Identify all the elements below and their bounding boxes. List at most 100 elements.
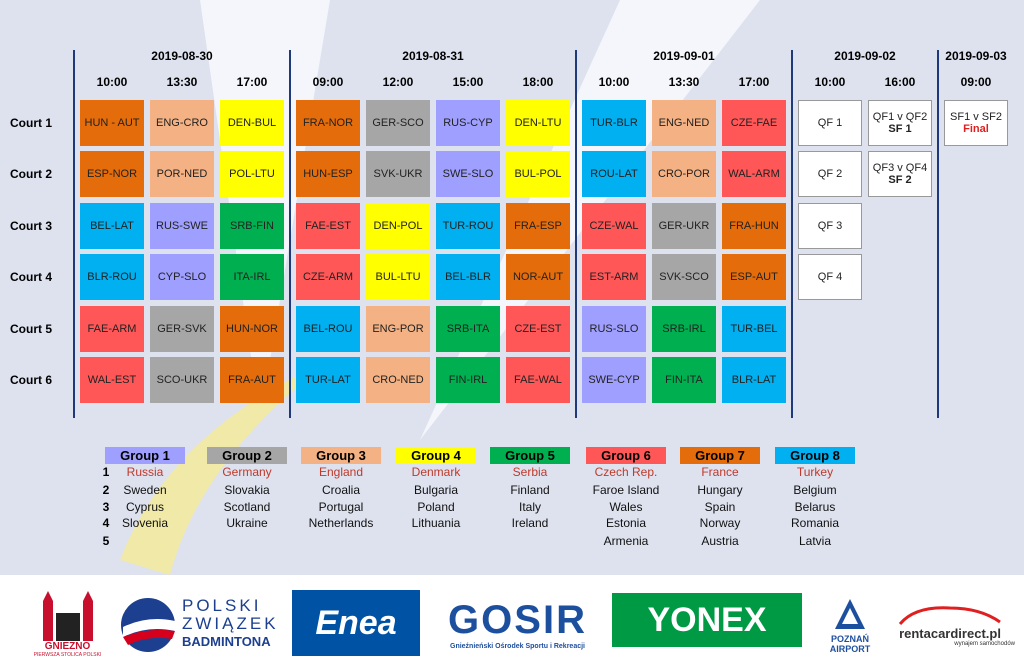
match-text: CZE-ARM: [302, 271, 354, 284]
knockout-cell: QF 1: [798, 100, 862, 146]
match-cell: POL-LTU: [220, 151, 284, 198]
match-cell: TUR-LAT: [296, 357, 360, 403]
team: Norway: [699, 516, 741, 530]
match-sub: Final: [963, 123, 989, 135]
match-cell: CZE-WAL: [582, 202, 646, 249]
match-cell: BEL-ROU: [296, 305, 360, 352]
team: Germany: [222, 465, 272, 479]
pzbad-icon: [121, 598, 175, 652]
match-text: GER-SCO: [372, 117, 424, 129]
match-text: QF3 v QF4: [872, 162, 928, 175]
rank: 2: [102, 483, 110, 497]
group-header: Group 4: [396, 447, 476, 464]
team: Slovakia: [224, 483, 270, 497]
knockout-cell: QF 4: [798, 254, 862, 301]
logo-pzbad: POLSKI ZWIĄZEK BADMINTONA: [120, 585, 276, 663]
time: 16:00: [884, 75, 916, 89]
team: Spain: [704, 500, 736, 514]
match-text: RUS-SLO: [589, 322, 639, 335]
divider: [791, 50, 793, 418]
match-cell: HUN-NOR: [220, 305, 284, 352]
match-cell: ENG-CRO: [150, 100, 214, 146]
match-cell: SWE-SLO: [436, 151, 500, 198]
match-text: QF 3: [817, 219, 843, 232]
logo-gniezno-icon: [42, 590, 93, 641]
team: Belarus: [794, 500, 836, 514]
match-text: GER-UKR: [658, 219, 710, 232]
match-cell: EST-ARM: [582, 254, 646, 301]
team: Italy: [518, 500, 541, 514]
pzbad-1: POLSKI: [182, 596, 262, 615]
gosir-sub: Gnieźnieński Ośrodek Sportu i Rekreacji: [450, 643, 585, 650]
team: Estonia: [605, 516, 647, 530]
match-cell: SRB-FIN: [220, 202, 284, 249]
match-text: DEN-LTU: [514, 117, 562, 129]
group-header: Group 3: [301, 447, 381, 464]
match-text: SWE-CYP: [588, 374, 640, 386]
match-cell: RUS-SWE: [150, 202, 214, 249]
rank: 5: [102, 534, 110, 548]
team: Portugal: [318, 500, 364, 514]
match-text: CZE-EST: [514, 322, 562, 335]
team: Faroe Island: [592, 483, 660, 497]
time: 13:30: [668, 75, 700, 89]
match-text: RUS-CYP: [443, 117, 493, 129]
match-text: BLR-LAT: [731, 374, 777, 386]
time: 12:00: [382, 75, 414, 89]
yonex-text: YONEX: [647, 600, 767, 639]
match-text: BEL-BLR: [445, 271, 491, 284]
match-text: BEL-LAT: [90, 219, 134, 232]
date: 2019-09-02: [834, 49, 896, 63]
match-text: ITA-IRL: [233, 271, 271, 284]
match-text: CZE-FAE: [730, 117, 778, 129]
match-text: QF1 v QF2: [872, 111, 928, 123]
time: 10:00: [96, 75, 128, 89]
knockout-cell: QF1 v QF2 SF 1: [868, 100, 932, 146]
match-cell: CZE-EST: [506, 305, 570, 352]
match-cell: SRB-IRL: [652, 305, 716, 352]
match-text: HUN-ESP: [303, 168, 353, 181]
match-text: SF1 v SF2: [950, 111, 1002, 123]
team: Armenia: [603, 534, 649, 548]
group-header: Group 1: [105, 447, 185, 464]
match-text: FIN-ITA: [665, 374, 703, 386]
logo-gniezno: GNIEZNO PIERWSZA STOLICA POLSKI: [30, 585, 105, 663]
match-cell: GER-SVK: [150, 305, 214, 352]
match-cell: CRO-NED: [366, 357, 430, 403]
gniezno-text: GNIEZNO: [44, 640, 91, 652]
match-text: FIN-IRL: [448, 374, 488, 386]
match-cell: SVK-SCO: [652, 254, 716, 301]
knockout-cell: QF 2: [798, 151, 862, 198]
rank: 4: [102, 516, 110, 530]
match-cell: FRA-HUN: [722, 202, 786, 249]
knockout-cell: SF1 v SF2 Final: [944, 100, 1008, 146]
match-cell: ENG-POR: [366, 305, 430, 352]
match-cell: FIN-ITA: [652, 357, 716, 403]
match-cell: SCO-UKR: [150, 357, 214, 403]
court-label: Court 5: [10, 321, 52, 336]
match-cell: TUR-ROU: [436, 202, 500, 249]
team: Netherlands: [308, 516, 374, 530]
match-text: FRA-AUT: [228, 374, 276, 386]
match-cell: GER-UKR: [652, 202, 716, 249]
match-text: TUR-BLR: [590, 117, 638, 129]
match-text: FRA-ESP: [514, 219, 562, 232]
team: Slovenia: [121, 516, 169, 530]
match-text: ESP-NOR: [86, 168, 138, 181]
team: Wales: [609, 500, 643, 514]
match-cell: WAL-EST: [80, 357, 144, 403]
match-cell: FRA-NOR: [296, 100, 360, 146]
match-text: SRB-IRL: [662, 322, 706, 335]
time: 10:00: [598, 75, 630, 89]
team: Romania: [790, 516, 840, 530]
team: Czech Rep.: [594, 465, 658, 479]
match-text: POL-LTU: [229, 168, 275, 181]
match-cell: SWE-CYP: [582, 357, 646, 403]
time: 13:30: [166, 75, 198, 89]
match-text: ENG-CRO: [156, 117, 208, 129]
match-text: BEL-ROU: [303, 322, 353, 335]
match-text: SRB-FIN: [230, 219, 274, 232]
match-sub: SF 2: [888, 174, 912, 187]
match-text: NOR-AUT: [512, 271, 564, 284]
